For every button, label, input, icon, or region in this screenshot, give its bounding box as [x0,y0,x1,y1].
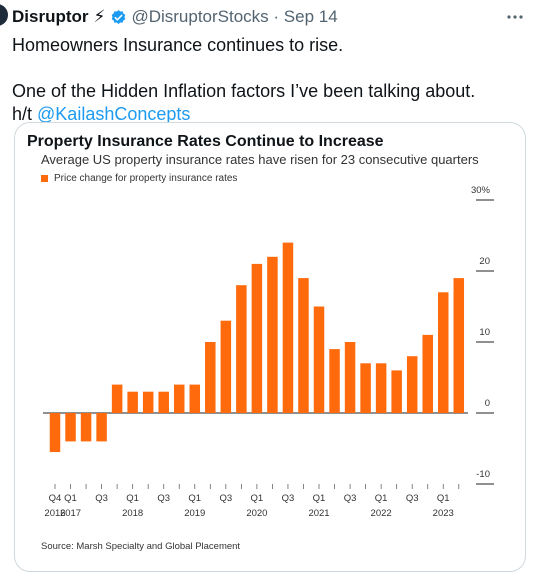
chart-subtitle: Average US property insurance rates have… [41,152,479,167]
bar [96,413,107,442]
x-year-label: 2023 [433,508,454,519]
bar [329,349,340,413]
bar [220,320,232,413]
tweet-line-1: Homeowners Insurance continues to rise. [12,35,344,55]
bar [438,292,449,413]
bar [360,363,371,413]
bar [344,342,356,413]
bar [80,413,92,442]
x-tick-label: Q1 [251,493,264,504]
more-options-icon[interactable] [506,6,524,31]
chart-legend: Price change for property insurance rate… [41,173,237,184]
y-tick-label: 20 [479,256,490,267]
author-name[interactable]: Disruptor [12,7,89,26]
x-tick-label: Q3 [406,493,419,504]
y-tick-label: 10 [479,327,490,338]
bar [189,384,201,413]
handle-and-date[interactable]: @DisruptorStocks · Sep 14 [131,7,338,26]
x-tick-label: Q3 [157,493,170,504]
x-tick-label: Q3 [95,493,108,504]
x-tick-label: Q4 [49,493,62,504]
bar [406,356,418,413]
x-year-label: 2022 [371,508,392,519]
x-year-label: 2019 [184,508,205,519]
lightning-bolt-icon: ⚡ [93,7,106,26]
bar [111,384,123,413]
x-tick-label: Q1 [437,493,450,504]
x-tick-label: Q3 [282,493,295,504]
bar [158,391,169,413]
x-tick-label: Q1 [64,493,77,504]
bar [267,256,278,413]
x-tick-label: Q1 [188,493,201,504]
x-tick-label: Q3 [219,493,232,504]
x-year-label: 2021 [308,508,329,519]
bar [127,391,138,413]
bar [205,342,216,413]
x-tick-label: Q1 [126,493,139,504]
y-tick-label: -10 [476,469,490,480]
tweet-text: Homeowners Insurance continues to rise. … [12,34,475,126]
x-year-label: 2017 [60,508,81,519]
bar [236,285,247,413]
x-tick-label: Q1 [313,493,326,504]
x-tick-label: Q1 [375,493,388,504]
legend-label: Price change for property insurance rate… [54,173,238,184]
bar [375,363,387,413]
bar [453,278,465,413]
bar [391,370,402,413]
bar [173,384,185,413]
x-year-label: 2020 [246,508,267,519]
tweet-header: Disruptor ⚡ @DisruptorStocks · Sep 14 [12,6,338,28]
bar [142,391,154,413]
bar [298,278,309,413]
legend-swatch [41,175,48,182]
avatar[interactable] [0,4,8,26]
x-year-label: 2016 [44,508,65,519]
bar [422,334,433,413]
verified-badge-icon [110,9,127,26]
bar [49,413,61,453]
x-tick-label: Q3 [344,493,357,504]
chart-title: Property Insurance Rates Continue to Inc… [27,133,384,150]
x-year-label: 2018 [122,508,143,519]
bar [282,242,294,413]
bar [65,413,76,442]
y-tick-label: 0 [485,398,490,409]
chart-source: Source: Marsh Specialty and Global Place… [41,541,241,552]
ht-text: h/t [12,104,33,124]
tweet-line-3: h/t @KailashConcepts [12,103,475,126]
bar [313,306,325,413]
y-tick-label: 30% [471,185,491,196]
mention-link[interactable]: @KailashConcepts [37,104,191,124]
bar [251,263,263,413]
tweet-line-2: One of the Hidden Inflation factors I’ve… [12,81,476,101]
